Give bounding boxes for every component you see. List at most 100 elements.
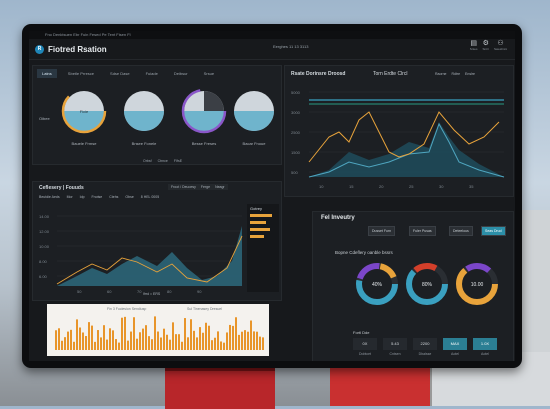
fuel-title: Fel Inveutry <box>321 215 355 221</box>
bar <box>238 334 240 350</box>
legend-item: Raorne <box>435 72 447 76</box>
tile-5[interactable]: 1.0X <box>473 338 497 350</box>
svg-text:6.00: 6.00 <box>39 274 48 279</box>
svg-text:3000: 3000 <box>291 110 301 115</box>
bar <box>127 340 129 350</box>
svg-text:8.00: 8.00 <box>39 259 48 264</box>
app-title: Fiotred Rsation <box>48 44 107 54</box>
area-chart-panel: Rsate Dorinsre Droosd Torn Erdte Clrcl R… <box>284 65 514 197</box>
gauge-1-label: Bauele Frmse <box>71 141 97 146</box>
bar <box>244 330 246 350</box>
chart2-filters: Froot / Deuoesy Ferge Neagr <box>168 184 228 190</box>
sub-item: Ctehs <box>109 195 119 199</box>
tab-deibsur[interactable]: Deibsur <box>173 71 188 76</box>
bar <box>79 327 81 350</box>
tab-pressure[interactable]: Sbetle Prresce <box>67 71 95 76</box>
svg-text:25: 25 <box>409 184 414 189</box>
delivery-chart-panel: Ceflesery | Fouuds Froot / Deuoesy Ferge… <box>32 181 282 301</box>
bar <box>262 337 264 350</box>
bar <box>187 337 189 350</box>
sub-item: Obse <box>125 195 134 199</box>
bar <box>88 322 90 350</box>
bar <box>259 336 261 350</box>
notebook-icon[interactable]: ▤ Sntes <box>469 40 478 51</box>
svg-text:12.00: 12.00 <box>39 229 50 234</box>
user-icon[interactable]: ⚇ Sweshnni <box>493 40 507 51</box>
bar <box>229 324 231 350</box>
filter-item[interactable]: Froot / Deuoesy <box>171 185 196 189</box>
gauge-2-label: Bnsee Fonele <box>131 141 157 146</box>
bar <box>160 337 162 350</box>
bar <box>256 331 258 350</box>
tile-4-label: Aotel <box>451 352 459 356</box>
bar <box>124 316 126 350</box>
bar <box>232 325 234 350</box>
tile-3[interactable]: 2200 <box>413 338 437 350</box>
bar <box>175 334 177 350</box>
svg-text:10.00: 10.00 <box>39 244 50 249</box>
bar <box>190 319 192 350</box>
fuel-button-2[interactable]: Fuler Pusas <box>409 226 436 236</box>
truck-right <box>330 368 440 406</box>
tab-fuiade[interactable]: Fuiade <box>145 71 158 76</box>
tablet-screen: Fno Denktsuen Ebr Fuin Fesed Pe Tent Fis… <box>29 31 515 361</box>
tab-latns[interactable]: Latns <box>37 69 57 78</box>
bar <box>178 334 180 350</box>
tablet-device: Fno Denktsuen Ebr Fuin Fesed Pe Tent Fis… <box>22 24 522 368</box>
bar <box>136 338 138 350</box>
filter-item[interactable]: Ferge <box>200 185 211 189</box>
donut-3-value: 10.00 <box>471 282 484 288</box>
fuel-button-1[interactable]: Dusset Furn <box>368 226 396 236</box>
tile-4[interactable]: MAX <box>443 338 467 350</box>
chart2-title: Ceflesery | Fouuds <box>39 185 84 191</box>
bar <box>217 331 219 350</box>
bar <box>115 339 117 350</box>
tile-2[interactable]: 5.43 <box>383 338 407 350</box>
legend-item: Enslre <box>465 72 475 76</box>
bar <box>85 336 87 350</box>
bar <box>196 337 198 350</box>
legend-item: Orbsf <box>143 159 152 163</box>
bar <box>94 341 96 350</box>
filter-item[interactable]: Neagr <box>215 185 225 189</box>
bar <box>220 341 222 350</box>
svg-text:80: 80 <box>167 289 172 294</box>
fuel-button-4[interactable]: Seas Drud <box>481 226 506 236</box>
area-chart: 5000 3000 2500 1500 500 10 15 20 25 30 35 <box>291 90 505 189</box>
tab-dase[interactable]: Sdse Dase <box>110 71 130 76</box>
chart2-legend: lfrrd = ERS <box>143 292 161 296</box>
bar <box>130 331 132 350</box>
svg-text:14.00: 14.00 <box>39 214 50 219</box>
bar <box>82 332 84 350</box>
side-title: Gotrey <box>250 206 263 211</box>
gauge-1-value: Ficie <box>80 109 89 114</box>
bar <box>205 322 207 350</box>
svg-text:2500: 2500 <box>291 130 301 135</box>
bar <box>97 330 99 350</box>
bar <box>133 317 135 350</box>
system-menu-bar: Fno Denktsuen Ebr Fuin Fesed Pe Tent Fis… <box>29 31 515 39</box>
bar <box>148 336 150 350</box>
fuel-donuts: 40% 80% 10.00 <box>356 263 498 305</box>
svg-text:60: 60 <box>107 289 112 294</box>
sub-item: Beutdie Aeds <box>39 195 60 199</box>
bar <box>169 339 171 350</box>
bar <box>151 339 153 350</box>
fuel-button-3[interactable]: Deteelous <box>449 226 473 236</box>
legend-item: Ctrnce <box>157 159 168 163</box>
bar <box>208 325 210 350</box>
bar <box>235 317 237 350</box>
bar <box>154 316 156 350</box>
bar <box>76 319 78 350</box>
tile-1[interactable]: 0X <box>353 338 377 350</box>
fuel-subtitle: Bopne Cdeflery oanble bssrs <box>335 250 393 255</box>
svg-text:20: 20 <box>379 184 384 189</box>
svg-text:5000: 5000 <box>291 90 301 95</box>
tab-srsue[interactable]: Srsue <box>203 71 215 76</box>
bar <box>67 331 69 350</box>
settings-icon[interactable]: ⚙ Sntrr <box>482 40 489 51</box>
fuel-status-label: Fortl Dde <box>353 330 370 335</box>
bar <box>91 325 93 350</box>
svg-text:35: 35 <box>469 184 474 189</box>
bar <box>106 339 108 350</box>
